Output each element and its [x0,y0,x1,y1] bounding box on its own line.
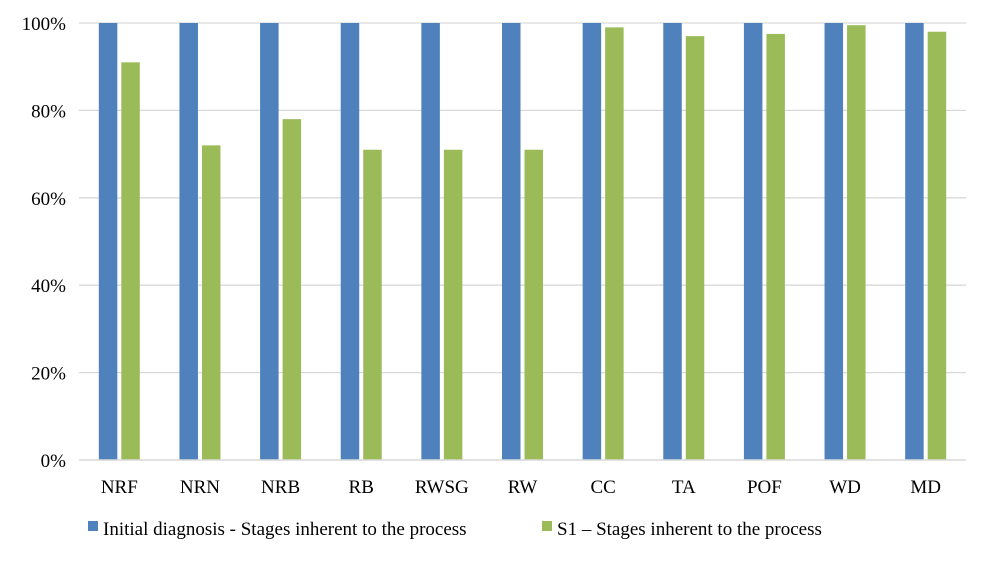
bar-rw-series-1 [502,23,521,460]
axes: 0% 20% 40% 60% 80% 100% NRF NRN NRB RB RWSG RW CC TA P… [22,14,966,498]
bar-nrb-series-2 [282,119,302,460]
bar-rb-series-2 [363,149,382,461]
bar-nrf-series-1 [98,23,118,460]
x-tick-label: WD [829,477,861,498]
bar-pof-series-1 [743,23,763,460]
x-tick-label: RWSG [415,477,469,498]
legend: Initial diagnosis - Stages inherent to t… [88,519,822,540]
bar-nrb-series-1 [260,23,279,460]
bar-md-series-2 [927,31,947,461]
bar-nrn-series-2 [201,145,221,461]
bar-nrn-series-1 [179,23,198,460]
y-tick-label: 40% [31,276,66,297]
y-tick-label: 20% [31,364,66,385]
bar-rb-series-1 [340,23,360,460]
y-tick-label: 100% [22,14,67,35]
x-tick-label: POF [747,477,782,498]
y-tick-label: 80% [31,101,66,122]
bar-pof-series-2 [766,33,785,461]
bar-wd-series-1 [824,23,844,460]
x-tick-label: CC [590,477,615,498]
y-tick-label: 60% [31,189,66,210]
legend-label: S1 – Stages inherent to the process [557,519,822,540]
gridlines [79,22,966,374]
x-tick-label: NRB [261,477,300,498]
bars [98,23,947,461]
legend-label: Initial diagnosis - Stages inherent to t… [103,519,467,540]
bar-rwsg-series-1 [421,23,440,460]
bar-rwsg-series-2 [443,149,463,461]
x-tick-label: RW [508,477,538,498]
x-tick-label: TA [672,477,696,498]
x-tick-label: RB [349,477,374,498]
x-tick-label: MD [910,477,941,498]
x-tick-label: NRN [180,477,220,498]
x-tick-label: NRF [101,477,138,498]
legend-swatch [542,521,552,531]
bar-wd-series-2 [847,25,866,461]
y-tick-label: 0% [41,451,67,472]
bar-cc-series-2 [605,27,624,461]
bar-md-series-1 [905,23,924,460]
bar-ta-series-1 [663,23,682,460]
bar-cc-series-1 [582,23,602,460]
legend-swatch [88,521,98,531]
bar-ta-series-2 [685,36,705,461]
bar-rw-series-2 [524,149,543,461]
bar-nrf-series-2 [121,62,140,461]
